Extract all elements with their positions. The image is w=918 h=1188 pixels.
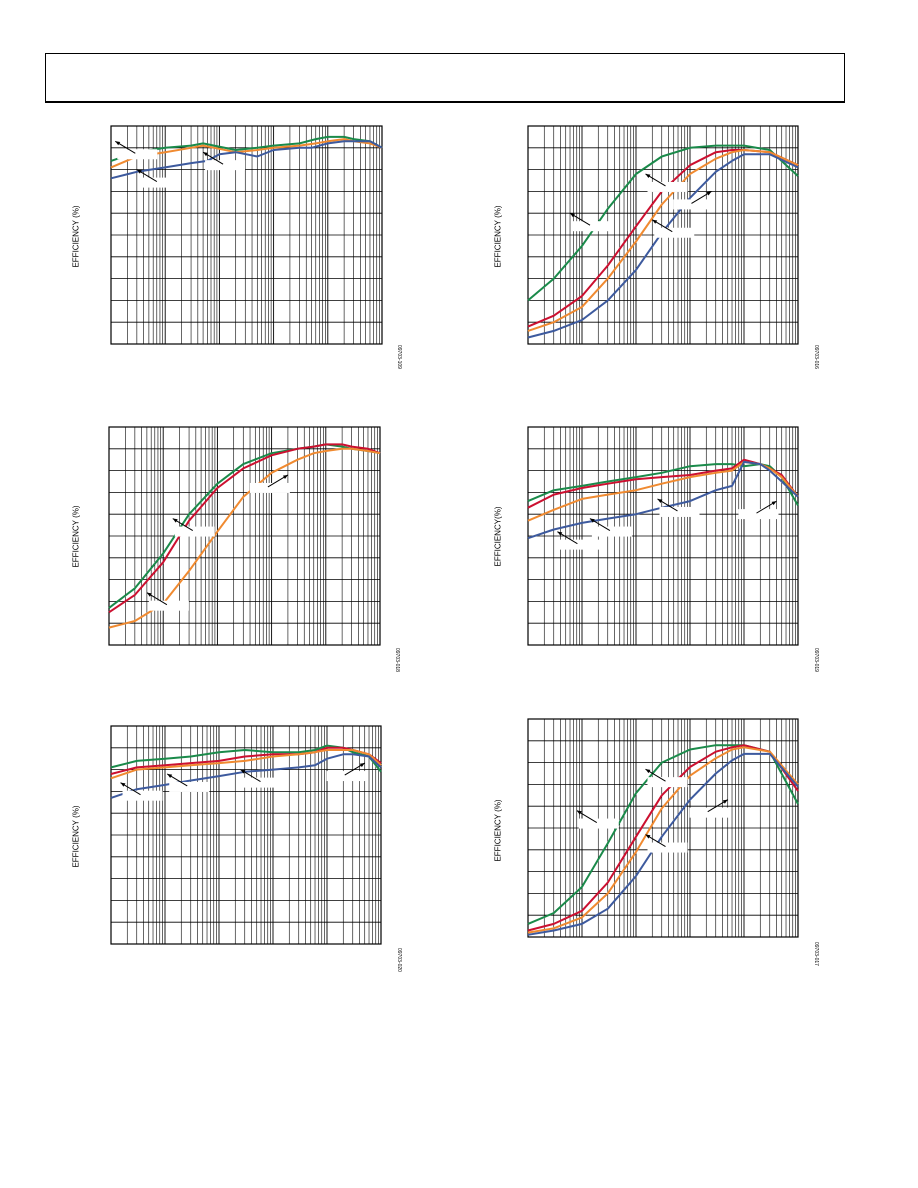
callout-arrowhead (645, 834, 651, 839)
callout-arrowhead (282, 474, 288, 479)
y-axis-label: EFFICIENCY(%) (493, 506, 503, 566)
callout-arrowhead (645, 769, 651, 774)
callout-label-box (647, 777, 688, 788)
callout-label-box (249, 482, 290, 493)
series-line-4 (527, 153, 799, 339)
callout-label-box (578, 818, 619, 829)
y-axis-label: EFFICIENCY (%) (71, 504, 81, 568)
figure-id: 09703-019 (813, 648, 819, 672)
callout-label-box (738, 509, 779, 520)
callout-arrowhead (589, 518, 595, 523)
callout-label-box (591, 526, 632, 537)
callout-label-box (242, 777, 283, 788)
series-line-2 (527, 744, 799, 932)
callout-label-box (117, 149, 158, 160)
figure-id: 09703-017 (813, 942, 819, 966)
figure-id: 09703-109 (396, 345, 402, 369)
series-line-4 (527, 460, 799, 540)
figure-id: 09703-020 (396, 948, 402, 972)
series-line-3 (527, 460, 799, 522)
callout-arrowhead (706, 191, 712, 196)
callout-label-box (174, 526, 215, 537)
callout-arrowhead (645, 173, 651, 178)
chart-plot-c3 (108, 426, 381, 646)
series-line-3 (527, 746, 799, 934)
callout-arrowhead (359, 763, 365, 768)
callout-label-box (689, 807, 730, 818)
callout-arrowhead (240, 769, 246, 774)
callout-arrowhead (146, 592, 152, 597)
callout-label-box (138, 177, 179, 188)
callout-arrowhead (557, 531, 563, 536)
plot-frame (108, 426, 381, 646)
callout-label-box (559, 539, 600, 550)
callout-label-box (654, 227, 695, 238)
chart-plot-c5 (110, 725, 382, 945)
plot-frame (110, 125, 383, 345)
callout-label-box (122, 790, 163, 801)
y-axis-label: EFFICIENCY (%) (71, 204, 81, 268)
grid (527, 718, 798, 938)
callout-arrowhead (203, 152, 209, 157)
figure-id: 09703-016 (813, 345, 819, 369)
callout-label-box (326, 771, 367, 782)
chart-plot-c6 (527, 718, 799, 938)
series-line-2 (108, 443, 381, 614)
series-line-4 (527, 752, 799, 936)
callout-arrowhead (120, 782, 126, 787)
callout-arrowhead (657, 498, 663, 503)
y-axis-label: EFFICIENCY (%) (71, 804, 81, 868)
y-axis-label: EFFICIENCY (%) (493, 798, 503, 862)
callout-label-box (647, 842, 688, 853)
page-header-box (45, 53, 845, 103)
callout-label-box (673, 199, 714, 210)
series-line-3 (110, 749, 382, 780)
callout-arrowhead (115, 141, 121, 146)
series-line-1 (110, 135, 383, 162)
callout-arrowhead (167, 773, 173, 778)
callout-label-box (148, 600, 189, 611)
chart-plot-c1 (110, 125, 383, 345)
series-line-1 (527, 144, 799, 302)
callout-arrowhead (722, 799, 728, 804)
series-line-1 (527, 463, 799, 506)
chart-plot-c2 (527, 125, 799, 345)
series-line-3 (527, 149, 799, 332)
callout-label-box (659, 506, 700, 517)
plot-frame (527, 426, 799, 646)
series-line-1 (110, 744, 382, 773)
plot-frame (110, 725, 382, 945)
callout-label-box (647, 181, 688, 192)
series-line-3 (108, 447, 381, 629)
grid (110, 725, 381, 945)
callout-arrowhead (136, 169, 142, 174)
chart-plot-c4 (527, 426, 799, 646)
callout-label-box (169, 781, 210, 792)
callout-label-box (205, 160, 246, 171)
callout-arrowhead (576, 810, 582, 815)
callout-arrowhead (771, 501, 777, 506)
y-axis-label: EFFICIENCY (%) (493, 204, 503, 268)
grid (527, 426, 798, 646)
series-line-3 (110, 140, 383, 180)
callout-arrowhead (172, 518, 178, 523)
callout-arrowhead (570, 213, 575, 218)
callout-label-box (572, 221, 613, 232)
series-line-2 (110, 138, 383, 169)
callout-arrowhead (652, 219, 658, 224)
plot-frame (527, 718, 799, 938)
figure-id: 09703-018 (394, 648, 400, 672)
plot-frame (527, 125, 799, 345)
